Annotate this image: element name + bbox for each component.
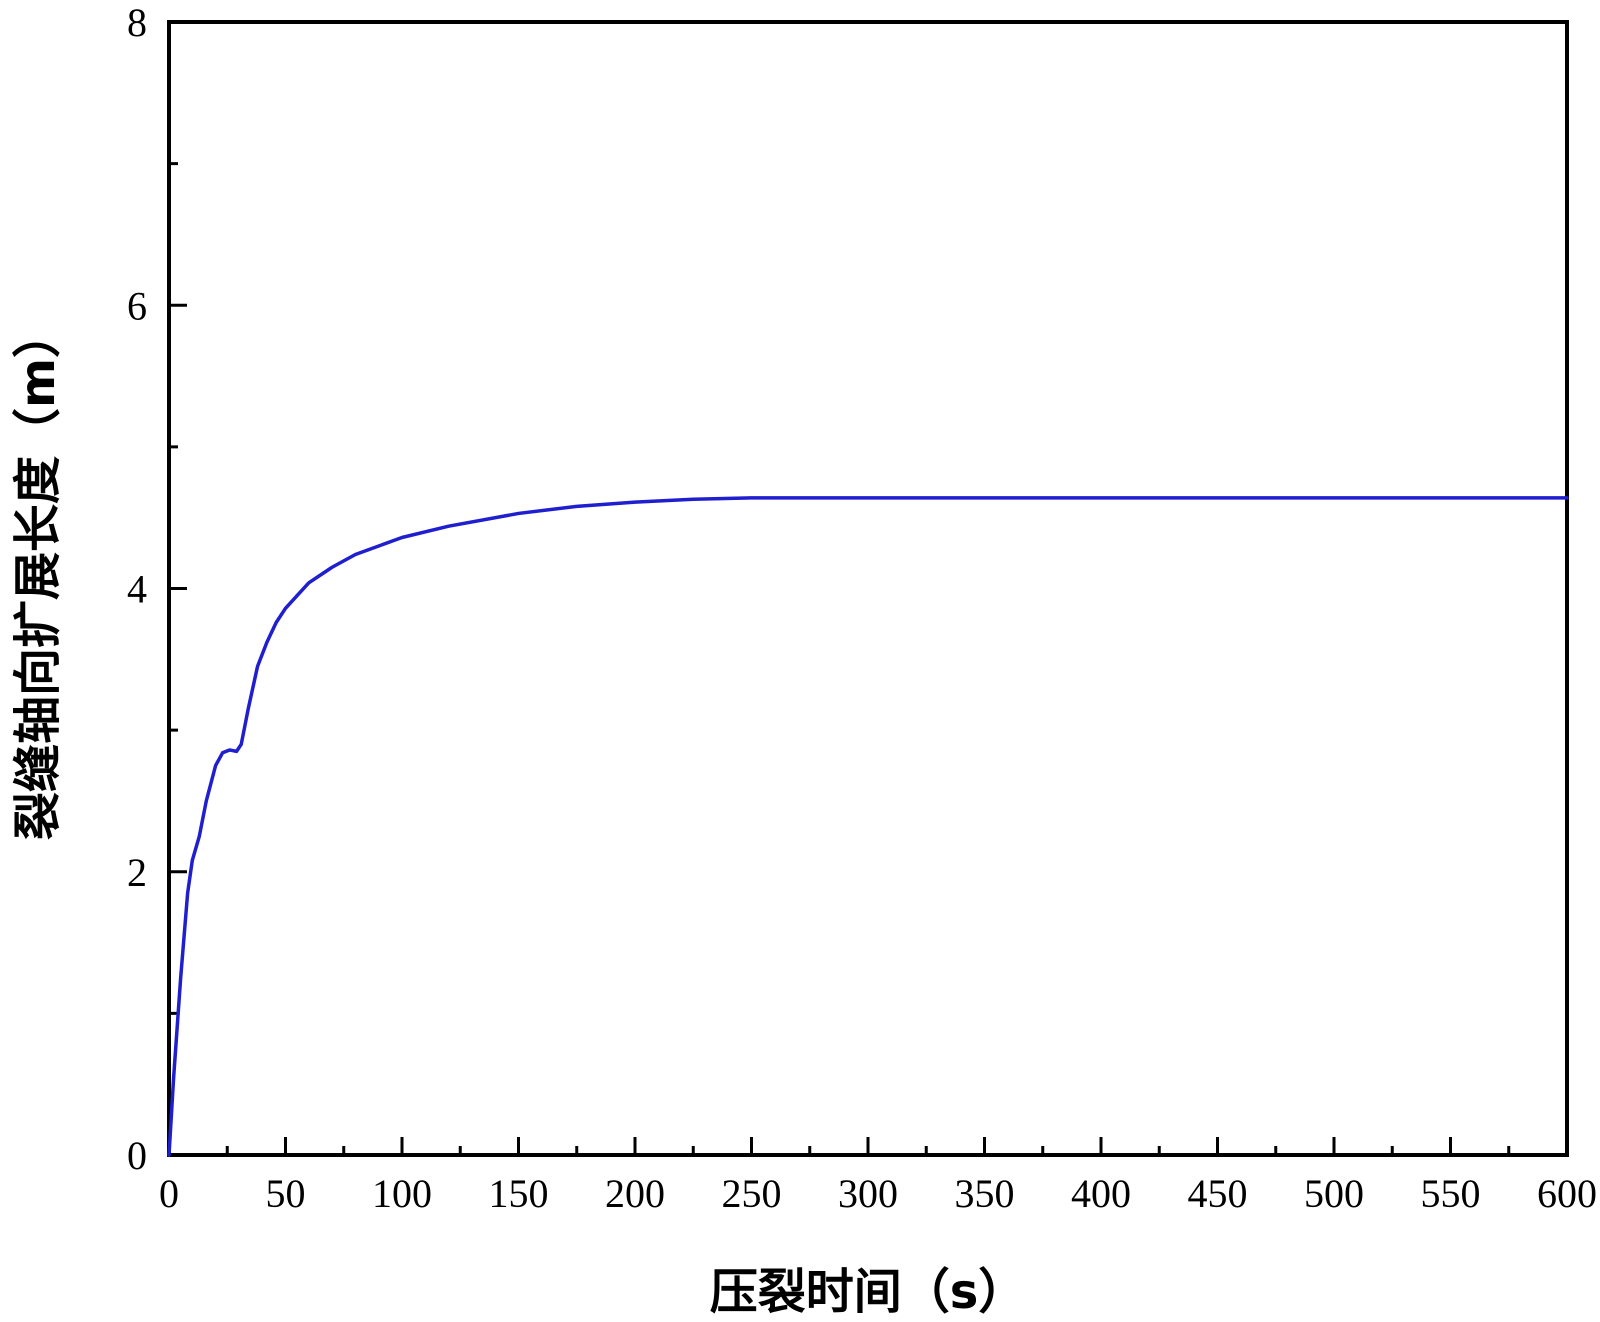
x-tick-label: 400 xyxy=(1071,1171,1131,1216)
y-axis-title: 裂缝轴向扩展长度（m） xyxy=(10,310,66,840)
x-tick-label: 350 xyxy=(955,1171,1015,1216)
y-tick-label: 4 xyxy=(127,567,147,612)
series-line xyxy=(167,496,1569,1157)
x-tick-label: 550 xyxy=(1421,1171,1481,1216)
x-tick-label: 250 xyxy=(722,1171,782,1216)
y-tick-label: 6 xyxy=(127,283,147,328)
x-axis-title: 压裂时间（s） xyxy=(710,1264,1027,1320)
x-tick-label: 100 xyxy=(372,1171,432,1216)
plot-frame xyxy=(167,20,1569,1157)
y-tick-label: 2 xyxy=(127,850,147,895)
x-tick-label: 300 xyxy=(838,1171,898,1216)
y-tick-label: 8 xyxy=(127,0,147,45)
x-tick-label: 0 xyxy=(159,1171,179,1216)
axis-ticks: 0 50 100 150 200 250 300 350 400 450 500 550 600 0 2 4 6… xyxy=(127,0,1597,1216)
series-layer xyxy=(167,496,1569,1157)
x-tick-label: 150 xyxy=(489,1171,549,1216)
x-tick-label: 500 xyxy=(1304,1171,1364,1216)
x-tick-label: 450 xyxy=(1188,1171,1248,1216)
x-tick-label: 600 xyxy=(1537,1171,1597,1216)
x-tick-label: 200 xyxy=(605,1171,665,1216)
x-tick-label: 50 xyxy=(266,1171,306,1216)
y-tick-label: 0 xyxy=(127,1133,147,1178)
